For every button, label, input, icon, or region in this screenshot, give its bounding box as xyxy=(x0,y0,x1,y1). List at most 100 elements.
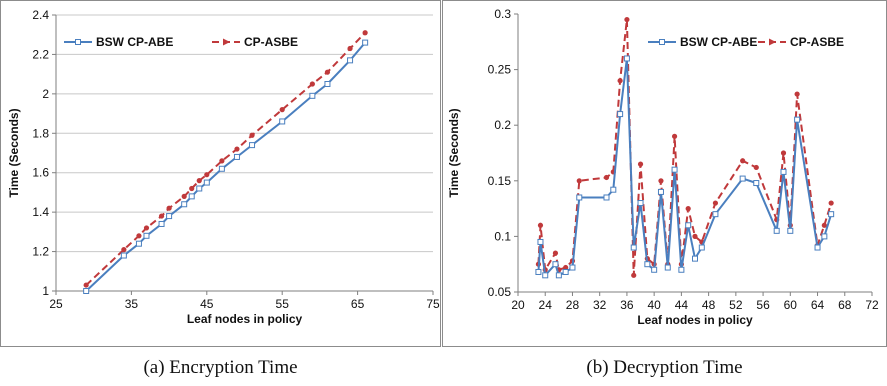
data-point-cp-asbe xyxy=(83,282,89,288)
y-tick-label: 0.2 xyxy=(494,118,511,132)
x-tick-label: 44 xyxy=(675,298,689,312)
data-point-bsw-cp-abe xyxy=(203,179,210,186)
x-tick-label: 48 xyxy=(702,298,716,312)
data-point-bsw-cp-abe xyxy=(309,92,316,99)
data-point-cp-asbe xyxy=(637,161,644,167)
x-tick-label: 20 xyxy=(511,298,525,312)
data-point-cp-asbe xyxy=(136,233,142,239)
data-point-cp-asbe xyxy=(347,45,353,52)
data-point-cp-asbe xyxy=(234,146,240,152)
data-point-cp-asbe xyxy=(624,16,630,23)
panel-frame xyxy=(0,0,441,347)
data-point-bsw-cp-abe xyxy=(279,118,286,125)
data-point-cp-asbe xyxy=(181,193,187,199)
data-point-bsw-cp-abe xyxy=(218,165,225,172)
data-point-bsw-cp-abe xyxy=(181,201,188,208)
legend-label: BSW CP-ABE xyxy=(680,35,757,49)
data-point-bsw-cp-abe xyxy=(362,39,369,46)
legend-label: BSW CP-ABE xyxy=(96,35,173,49)
data-point-bsw-cp-abe xyxy=(644,261,651,268)
legend-marker-arrow xyxy=(769,38,776,46)
x-tick-label: 64 xyxy=(811,298,825,312)
data-point-cp-asbe xyxy=(658,178,664,184)
data-point-bsw-cp-abe xyxy=(233,153,240,160)
y-tick-label: 0.3 xyxy=(494,7,511,21)
decryption-time-chart: 0.05 0.1 0.15 0.2 0.25 0.3 20 24 28 32 36 40 44 48 52 5… xyxy=(447,7,879,327)
data-point-bsw-cp-abe xyxy=(324,81,331,87)
legend-marker-square xyxy=(75,39,81,45)
x-tick-label: 35 xyxy=(125,297,139,311)
encryption-time-chart: 1 1.2 1.4 1.6 1.8 2 2.2 2.4 25 35 45 55 65 75 Leaf nod… xyxy=(7,8,440,326)
y-tick-label: 1.2 xyxy=(32,245,49,259)
data-point-bsw-cp-abe xyxy=(120,252,127,259)
x-tick-label: 72 xyxy=(865,298,879,312)
data-point-cp-asbe xyxy=(189,185,195,192)
data-point-bsw-cp-abe xyxy=(617,111,624,118)
y-tick-label: 0.1 xyxy=(494,229,511,243)
x-tick-label: 32 xyxy=(593,298,607,312)
data-point-bsw-cp-abe xyxy=(542,272,549,279)
data-point-cp-asbe xyxy=(740,158,746,164)
data-point-cp-asbe xyxy=(309,81,315,87)
data-point-bsw-cp-abe xyxy=(135,240,142,247)
data-point-cp-asbe xyxy=(828,200,834,206)
y-tick-label: 0.25 xyxy=(488,63,512,77)
y-tick-label: 1.6 xyxy=(32,166,49,180)
x-tick-label: 36 xyxy=(620,298,634,312)
series-line-cp-asbe xyxy=(85,32,366,286)
x-tick-label: 55 xyxy=(276,297,290,311)
x-tick-label: 68 xyxy=(838,298,852,312)
data-point-bsw-cp-abe xyxy=(158,220,165,227)
data-point-bsw-cp-abe xyxy=(739,175,746,182)
y-tick-label: 0.05 xyxy=(488,285,512,299)
data-point-bsw-cp-abe xyxy=(753,180,760,187)
data-point-cp-asbe xyxy=(166,205,172,211)
x-tick-label: 60 xyxy=(784,298,798,312)
data-point-bsw-cp-abe xyxy=(83,288,90,294)
data-point-bsw-cp-abe xyxy=(671,166,678,173)
legend-label: CP-ASBE xyxy=(244,35,298,49)
x-tick-label: 56 xyxy=(756,298,770,312)
data-point-bsw-cp-abe xyxy=(664,264,671,271)
data-point-cp-asbe xyxy=(249,132,255,138)
data-point-bsw-cp-abe xyxy=(196,185,203,192)
data-point-bsw-cp-abe xyxy=(347,57,354,64)
data-point-bsw-cp-abe xyxy=(569,264,576,271)
data-point-bsw-cp-abe xyxy=(143,232,150,239)
y-axis-title: Time (Seconds) xyxy=(7,108,21,197)
data-point-cp-asbe xyxy=(631,272,637,278)
data-point-bsw-cp-abe xyxy=(814,244,821,251)
data-point-bsw-cp-abe xyxy=(651,266,658,273)
data-point-cp-asbe xyxy=(753,164,759,171)
y-tick-label: 2 xyxy=(42,87,49,101)
data-point-cp-asbe xyxy=(219,158,225,164)
data-point-bsw-cp-abe xyxy=(698,244,705,251)
y-axis-title: Time (Seconds) xyxy=(447,108,461,197)
data-point-bsw-cp-abe xyxy=(537,238,544,245)
data-point-bsw-cp-abe xyxy=(555,272,562,279)
x-axis-title: Leaf nodes in policy xyxy=(637,313,753,327)
y-tick-label: 1 xyxy=(42,284,49,298)
data-point-cp-asbe xyxy=(552,250,559,256)
data-point-cp-asbe xyxy=(603,174,610,181)
x-tick-label: 75 xyxy=(426,297,440,311)
x-tick-label: 24 xyxy=(539,298,553,312)
data-point-cp-asbe xyxy=(780,150,787,156)
data-point-cp-asbe xyxy=(671,133,678,139)
data-point-bsw-cp-abe xyxy=(630,244,637,251)
encryption-time-panel: 1 1.2 1.4 1.6 1.8 2 2.2 2.4 25 35 45 55 65 75 Leaf nod… xyxy=(0,0,441,347)
legend-marker-arrow xyxy=(223,38,230,46)
x-tick-label: 65 xyxy=(351,297,365,311)
decryption-time-panel: 0.05 0.1 0.15 0.2 0.25 0.3 20 24 28 32 36 40 44 48 52 5… xyxy=(442,0,887,347)
data-point-bsw-cp-abe xyxy=(794,116,801,123)
y-tick-label: 1.8 xyxy=(32,126,49,140)
x-tick-label: 25 xyxy=(49,297,63,311)
data-point-cp-asbe xyxy=(712,200,719,206)
data-point-cp-asbe xyxy=(617,78,623,84)
x-tick-label: 45 xyxy=(200,297,214,311)
x-tick-label: 52 xyxy=(729,298,743,312)
series-line-cp-asbe xyxy=(537,18,833,277)
data-point-bsw-cp-abe xyxy=(657,188,664,195)
data-point-cp-asbe xyxy=(158,213,165,219)
data-point-bsw-cp-abe xyxy=(828,211,835,218)
